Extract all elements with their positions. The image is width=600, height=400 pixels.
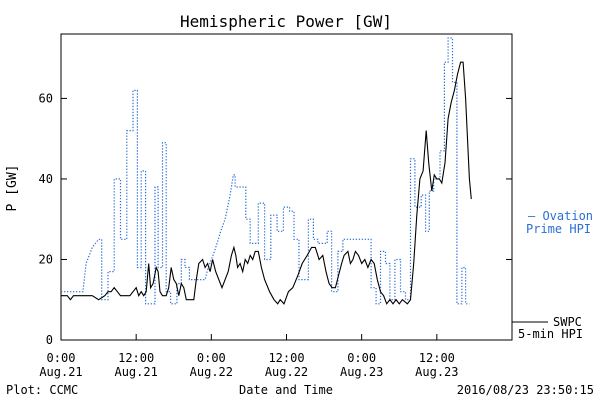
- y-tick-label-0: 0: [46, 333, 53, 347]
- y-axis-ticks: 0 20 40 60: [39, 91, 512, 347]
- x-tick-label-time-4: 0:00: [347, 351, 376, 365]
- x-axis-ticks: 0:00Aug.2112:00Aug.210:00Aug.2212:00Aug.…: [39, 334, 459, 379]
- x-tick-label-date-5: Aug.23: [415, 365, 458, 379]
- plot-series: [61, 37, 472, 305]
- series-swpc-line: [61, 61, 472, 305]
- series-ovation-line: [61, 37, 470, 305]
- x-tick-label-time-3: 12:00: [268, 351, 304, 365]
- x-tick-label-time-0: 0:00: [47, 351, 76, 365]
- y-tick-label-3: 60: [39, 91, 53, 105]
- legend-swpc-line1: SWPC: [553, 315, 582, 329]
- chart-title: Hemispheric Power [GW]: [180, 12, 392, 31]
- y-tick-label-1: 20: [39, 252, 53, 266]
- x-tick-label-date-0: Aug.21: [39, 365, 82, 379]
- x-tick-label-date-3: Aug.22: [265, 365, 308, 379]
- x-axis-label: Date and Time: [239, 383, 333, 397]
- x-tick-label-time-1: 12:00: [118, 351, 154, 365]
- y-tick-label-2: 40: [39, 172, 53, 186]
- footer-left: Plot: CCMC: [6, 383, 78, 397]
- x-tick-label-time-5: 12:00: [419, 351, 455, 365]
- legend-ovation-line2: Prime HPI: [526, 222, 591, 236]
- x-tick-label-date-1: Aug.21: [114, 365, 157, 379]
- legend-swpc-line2: 5-min HPI: [518, 327, 583, 341]
- legend: — Ovation Prime HPI SWPC 5-min HPI: [512, 209, 593, 341]
- y-axis-label: P [GW]: [5, 165, 20, 212]
- x-tick-label-date-4: Aug.23: [340, 365, 383, 379]
- x-tick-label-time-2: 0:00: [197, 351, 226, 365]
- x-tick-label-date-2: Aug.22: [190, 365, 233, 379]
- legend-ovation-line1: — Ovation: [528, 209, 593, 223]
- footer-right: 2016/08/23 23:50:15: [457, 383, 594, 397]
